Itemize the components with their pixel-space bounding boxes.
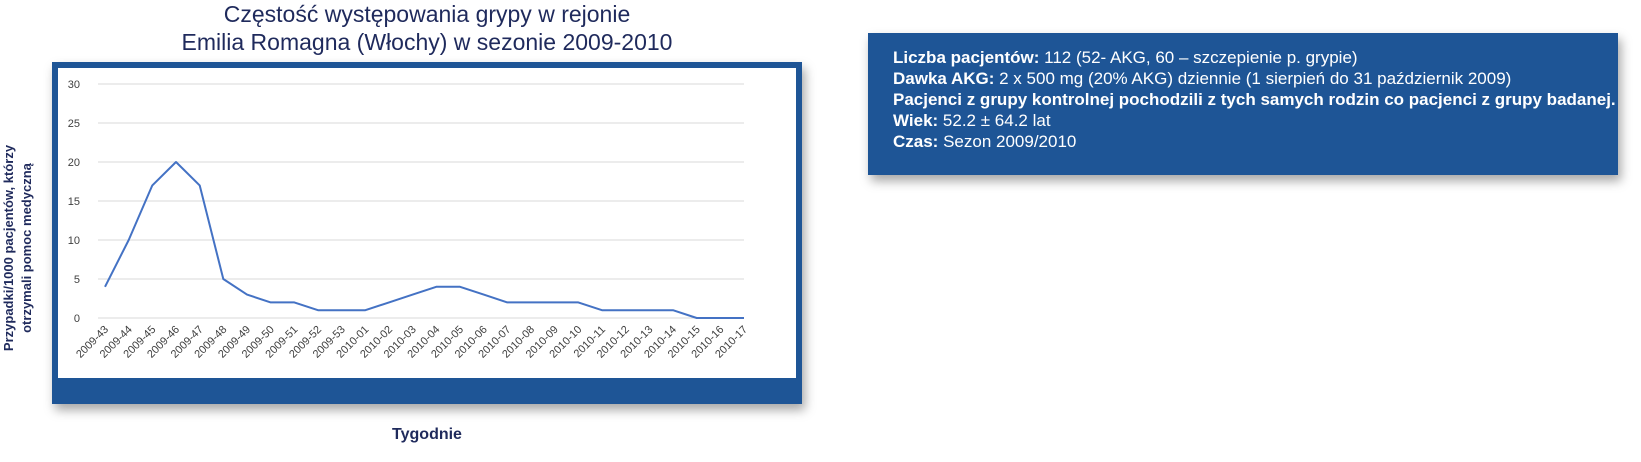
info-line-patients: Liczba pacjentów: 112 (52- AKG, 60 – szc…	[893, 48, 1358, 67]
y-axis-label-line-1: Przypadki/1000 pacjentów, którzy	[1, 144, 16, 351]
y-tick-label-0: 0	[74, 313, 80, 325]
x-axis-label: Tygodnie	[392, 426, 462, 443]
chart-title-line-2: Emilia Romagna (Włochy) w sezonie 2009-2…	[181, 29, 673, 55]
chart-frame: 0 5 10 15 20 25 30 2009-43 2009-44 2009-45 2009-46…	[52, 62, 802, 404]
study-info-box: Liczba pacjentów: 112 (52- AKG, 60 – szc…	[868, 33, 1618, 175]
info-line-dose: Dawka AKG: 2 x 500 mg (20% AKG) dziennie…	[893, 69, 1512, 88]
info-line-time: Czas: Sezon 2009/2010	[893, 132, 1077, 151]
y-tick-label-10: 10	[68, 235, 80, 247]
line-chart: 0510152025302009-432009-442009-452009-46…	[58, 68, 796, 378]
y-tick-label-30: 30	[68, 79, 80, 91]
chart-title: Częstość występowania grypy w rejonie Em…	[52, 0, 802, 56]
y-tick-label-25: 25	[68, 118, 80, 130]
series-line-0	[104, 161, 744, 319]
y-axis-label-line-2: otrzymali pomoc medyczną	[19, 162, 34, 333]
info-line-age: Wiek: 52.2 ± 64.2 lat	[893, 111, 1051, 130]
chart-title-line-1: Częstość występowania grypy w rejonie	[223, 1, 631, 27]
plot-area	[58, 68, 796, 378]
y-tick-label-20: 20	[68, 157, 80, 169]
y-axis-label: Przypadki/1000 pacjentów, którzy otrzyma…	[0, 118, 44, 378]
y-tick-label-5: 5	[74, 274, 80, 286]
y-tick-label-15: 15	[68, 196, 80, 208]
info-line-control-group: Pacjenci z grupy kontrolnej pochodzili z…	[893, 90, 1616, 109]
